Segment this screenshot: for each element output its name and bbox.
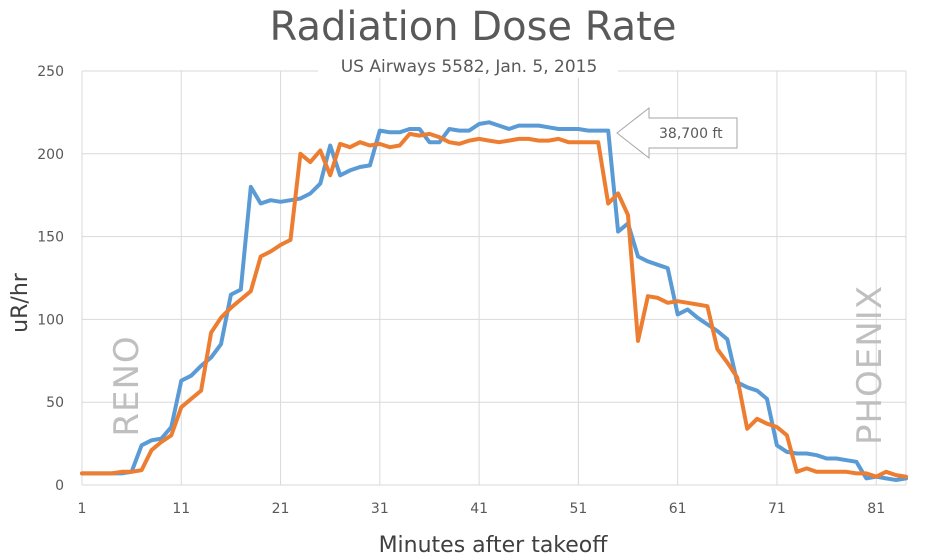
x-tick-label: 51	[569, 501, 587, 517]
y-tick-label: 0	[55, 478, 64, 494]
y-tick-label: 200	[37, 147, 64, 163]
x-tick-label: 71	[768, 501, 786, 517]
series-line-1	[80, 120, 908, 482]
altitude-label: 38,700 ft	[659, 126, 723, 142]
gridlines	[81, 70, 907, 486]
destination-city-label: PHOENIX	[850, 285, 890, 445]
x-tick-label: 81	[867, 501, 885, 517]
subtitle-backdrop	[318, 52, 618, 78]
y-tick-label: 50	[46, 395, 64, 411]
y-axis-label: uR/hr	[8, 272, 33, 333]
altitude-callout: 38,700 ft	[616, 106, 738, 160]
series-lines	[80, 120, 908, 482]
x-tick-label: 21	[272, 501, 290, 517]
x-axis-label: Minutes after takeoff	[379, 533, 609, 555]
y-axis-ticks: 0 50 100 150 200 250	[37, 64, 64, 494]
chart-title: Radiation Dose Rate	[270, 4, 677, 50]
x-tick-label: 31	[371, 501, 389, 517]
callout-arrow	[616, 106, 738, 160]
chart-subtitle: US Airways 5582, Jan. 5, 2015	[341, 57, 598, 77]
x-tick-label: 1	[78, 501, 87, 517]
origin-city-label: RENO	[107, 335, 147, 436]
y-tick-label: 250	[37, 64, 64, 80]
x-tick-label: 41	[470, 501, 488, 517]
x-tick-label: 11	[172, 501, 190, 517]
y-tick-label: 150	[37, 230, 64, 246]
x-axis-ticks: 1 11 21 31 41 51 61 71 81	[78, 501, 886, 517]
y-tick-label: 100	[37, 312, 64, 328]
x-tick-label: 61	[669, 501, 687, 517]
series-line-2	[80, 131, 908, 479]
